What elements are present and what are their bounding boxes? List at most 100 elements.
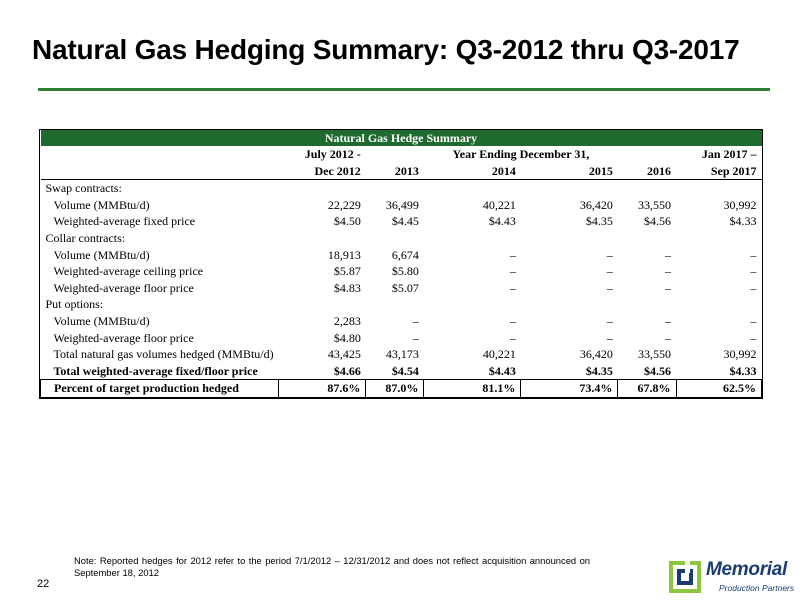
- table-cell: $4.80: [333, 330, 361, 345]
- table-cell: –: [606, 247, 613, 262]
- table-cell: –: [412, 313, 419, 328]
- header-cell: 2013: [365, 162, 424, 181]
- table-cell: 36,420: [579, 347, 613, 362]
- table-cell: 36,420: [579, 197, 613, 212]
- table-row: Total weighted-average fixed/floor price…: [41, 363, 762, 380]
- table-cell: –: [412, 330, 419, 345]
- table-cell: $4.66: [333, 363, 361, 378]
- logo-subtitle: Production Partners: [719, 583, 795, 593]
- table-cell: [521, 230, 618, 247]
- table-cell: –: [606, 313, 613, 328]
- header-cell: [41, 146, 279, 163]
- table-cell: $5.80: [391, 264, 419, 279]
- hedge-summary-table: Natural Gas Hedge Summary July 2012 - Ye…: [39, 129, 763, 399]
- table-cell: –: [665, 313, 672, 328]
- table-cell: $4.54: [391, 363, 419, 378]
- table-row: Put options:: [41, 296, 762, 313]
- title-divider: [38, 88, 770, 91]
- table-cell: 43,425: [327, 347, 361, 362]
- row-label: Collar contracts:: [45, 230, 126, 245]
- table-cell: –: [509, 330, 516, 345]
- logo-name: Memorial: [706, 559, 788, 580]
- header-cell: [366, 146, 424, 163]
- table-cell: [424, 296, 521, 313]
- table-cell: –: [750, 280, 757, 295]
- table-row: Volume (MMBtu/d) 2,283 – – – – –: [41, 313, 762, 330]
- header-cell: 2014: [423, 162, 521, 181]
- table-body: Swap contracts: Volume (MMBtu/d) 22,229 36,…: [39, 180, 763, 398]
- table-cell: $4.33: [729, 363, 757, 378]
- table-cell: 67.8%: [617, 379, 677, 398]
- table-row: Collar contracts:: [41, 230, 762, 247]
- memorial-logo-icon: [669, 561, 701, 593]
- table-cell: 22,229: [327, 197, 361, 212]
- page-number: 22: [37, 578, 50, 590]
- header-cell: Jan 2017 –: [701, 147, 757, 161]
- row-label: Weighted-average ceiling price: [53, 264, 204, 279]
- column-header-row-2: Dec 2012 2013 2014 2015 2016 Sep 2017: [40, 162, 762, 181]
- row-label: Put options:: [45, 297, 104, 312]
- table-cell: –: [606, 264, 613, 279]
- table-cell: 33,550: [638, 347, 672, 362]
- header-cell: Year Ending December 31,: [452, 147, 590, 161]
- table-cell: 36,499: [385, 197, 419, 212]
- header-cell: Dec 2012: [278, 162, 366, 181]
- table-cell: $4.45: [391, 214, 419, 229]
- table-cell: $4.43: [488, 214, 516, 229]
- row-label: Weighted-average floor price: [53, 330, 194, 345]
- page-title: Natural Gas Hedging Summary: Q3-2012 thr…: [32, 34, 740, 65]
- table-cell: $5.07: [391, 280, 419, 295]
- header-cell: July 2012 -: [304, 147, 361, 161]
- row-label: Volume (MMBtu/d): [53, 197, 150, 212]
- table-cell: $4.50: [333, 214, 361, 229]
- row-label: Percent of target production hedged: [39, 379, 280, 398]
- table-cell: 87.0%: [365, 379, 425, 398]
- table-cell: [521, 180, 618, 197]
- table-caption-row: Natural Gas Hedge Summary: [40, 130, 762, 146]
- table-cell: –: [665, 280, 672, 295]
- header-cell: [40, 162, 279, 181]
- table-cell: $4.35: [585, 214, 613, 229]
- table-cell: $4.56: [644, 363, 672, 378]
- table-cell: $4.35: [585, 363, 613, 378]
- table-cell: –: [509, 313, 516, 328]
- row-label: Total weighted-average fixed/floor price: [53, 363, 258, 378]
- table-row: Total natural gas volumes hedged (MMBtu/…: [41, 346, 762, 363]
- table-row: Weighted-average fixed price $4.50 $4.45 $4…: [41, 213, 762, 230]
- table-cell: [618, 180, 676, 197]
- table-cell: –: [509, 280, 516, 295]
- table-cell: [424, 180, 521, 197]
- table-cell: [618, 230, 676, 247]
- table-cell: $4.83: [333, 280, 361, 295]
- table-cell: 62.5%: [675, 379, 763, 398]
- table-cell: [279, 230, 366, 247]
- table-cell: $4.33: [729, 214, 757, 229]
- table-cell: [366, 180, 424, 197]
- table-cell: [676, 296, 761, 313]
- table-row: Weighted-average floor price $4.80 – – – – –: [41, 330, 762, 347]
- table-cell: –: [750, 264, 757, 279]
- table-row: Volume (MMBtu/d) 18,913 6,674 – – – –: [41, 247, 762, 264]
- table-cell: –: [606, 330, 613, 345]
- table-cell: 33,550: [638, 197, 672, 212]
- table-cell: 6,674: [391, 247, 419, 262]
- table-cell: 73.4%: [520, 379, 619, 398]
- table-cell: [424, 230, 521, 247]
- row-label: Volume (MMBtu/d): [53, 313, 150, 328]
- table-cell: 81.1%: [423, 379, 522, 398]
- table-cell: [521, 296, 618, 313]
- header-cell: [618, 146, 676, 163]
- table-cell: [366, 230, 424, 247]
- table-cell: –: [509, 264, 516, 279]
- table-cell: –: [606, 280, 613, 295]
- row-label: Swap contracts:: [45, 181, 122, 196]
- row-label: Total natural gas volumes hedged (MMBtu/…: [53, 347, 274, 362]
- table-cell: [676, 180, 761, 197]
- table-cell: –: [665, 330, 672, 345]
- table-caption: Natural Gas Hedge Summary: [40, 130, 762, 146]
- table-row: Volume (MMBtu/d) 22,229 36,499 40,221 36,420…: [41, 197, 762, 214]
- table-cell: 2,283: [333, 313, 361, 328]
- table-cell: $4.56: [644, 214, 672, 229]
- table-cell: 30,992: [723, 347, 757, 362]
- header-cell: 2016: [617, 162, 677, 181]
